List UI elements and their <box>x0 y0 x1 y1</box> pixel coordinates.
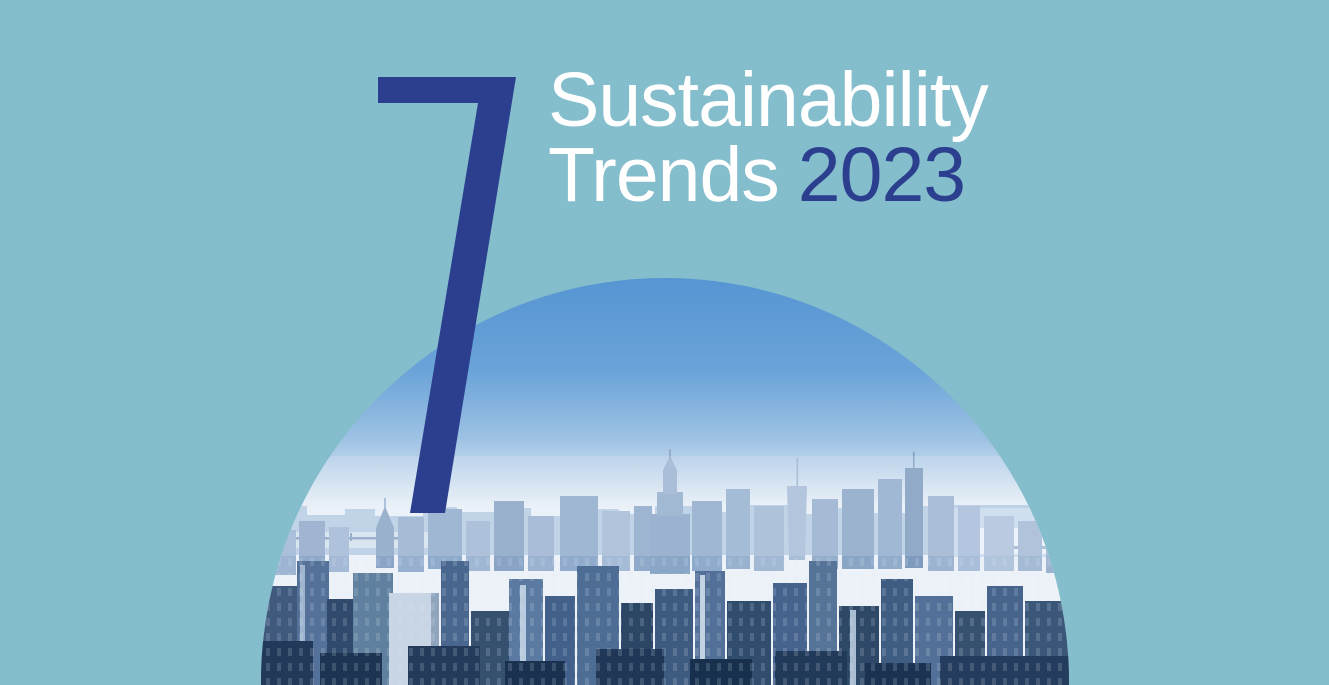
slim-tower-antenna <box>905 452 923 568</box>
title-line-1: Sustainability <box>548 62 989 139</box>
dome-circle <box>261 278 1069 685</box>
title-year: 2023 <box>797 132 966 218</box>
window-texture <box>261 556 1069 685</box>
numeral-seven: 7 <box>378 77 516 513</box>
one-world-trade-center <box>787 458 807 560</box>
title-word-sustainability: Sustainability <box>548 57 989 143</box>
title-word-trends: Trends <box>548 132 780 218</box>
haze-overlay <box>261 456 1069 556</box>
page-title: Sustainability Trends 2023 <box>548 62 989 214</box>
title-line-2: Trends 2023 <box>548 137 988 214</box>
